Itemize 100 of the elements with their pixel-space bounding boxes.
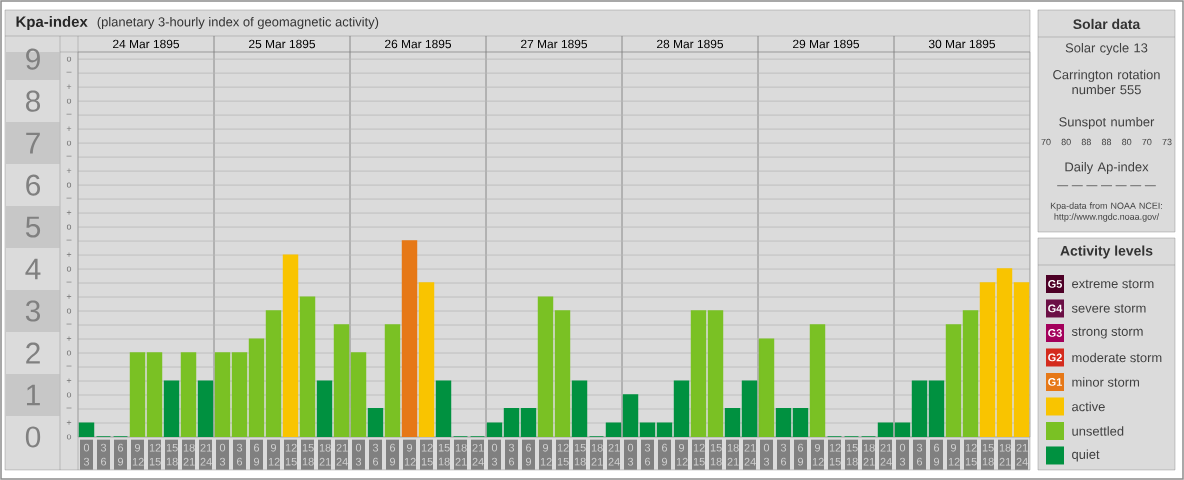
x-tick-label: 15 18 xyxy=(846,443,858,466)
text: 29 Mar 1895 xyxy=(793,39,860,49)
text: o xyxy=(66,56,72,62)
x-tick-label: 12 15 xyxy=(557,443,569,466)
text: moderate storm xyxy=(1072,352,1162,363)
x-tick-label: 0 3 xyxy=(83,443,90,466)
x-tick-label: 18 21 xyxy=(183,443,195,466)
x-tick-label: 21 24 xyxy=(608,443,620,466)
x-tick-label: 0 3 xyxy=(763,443,770,466)
chart-title: Kpa-index xyxy=(16,16,88,30)
x-tick-label: 21 24 xyxy=(472,443,484,466)
text: unsettled xyxy=(1072,426,1124,436)
x-tick-label: 6 9 xyxy=(933,443,940,466)
text: 26 Mar 1895 xyxy=(385,39,452,49)
text: Solar cycle 13 xyxy=(1065,42,1148,56)
x-tick-label: 9 12 xyxy=(812,443,824,466)
text: strong storm xyxy=(1071,327,1143,339)
x-tick-label: 6 9 xyxy=(389,443,396,466)
text: + xyxy=(66,168,72,173)
chart-subtitle: (planetary 3-hourly index of geomagnetic activity) xyxy=(97,16,379,30)
text: minor storm xyxy=(1072,377,1140,387)
text: + xyxy=(66,252,72,257)
text: Kpa-data from NOAA NCEI: http://www.ngdc.noaa.gov/ xyxy=(1050,202,1162,222)
x-tick-label: 3 6 xyxy=(100,443,107,466)
x-tick-label: 6 9 xyxy=(117,443,124,466)
x-tick-label: 3 6 xyxy=(916,443,923,466)
x-tick-label: 12 15 xyxy=(693,443,705,466)
category-label: G2 xyxy=(1048,353,1062,362)
x-tick-label: 15 18 xyxy=(710,443,722,466)
x-tick-label: 21 24 xyxy=(1016,443,1028,466)
text: extreme storm xyxy=(1072,279,1154,289)
text: severe storm xyxy=(1071,304,1146,313)
x-tick-label: 0 3 xyxy=(355,443,362,466)
text: Sunspot number xyxy=(1059,116,1155,130)
x-tick-label: 15 18 xyxy=(438,443,450,466)
x-tick-label: 12 15 xyxy=(421,443,433,466)
text: o xyxy=(66,392,72,398)
x-tick-label: 0 3 xyxy=(899,443,906,466)
x-tick-label: 9 12 xyxy=(404,443,416,466)
y-tick-label: 7 xyxy=(26,132,40,154)
text: – xyxy=(66,155,72,157)
y-tick-label: 9 xyxy=(26,48,40,70)
text: o xyxy=(66,182,72,188)
text: o xyxy=(66,140,72,146)
text: + xyxy=(66,126,72,131)
data-label: 88 xyxy=(1101,138,1112,146)
data-label: 73 xyxy=(1162,138,1172,146)
text: 30 Mar 1895 xyxy=(928,39,996,49)
text: – xyxy=(66,407,72,409)
text: Solar data xyxy=(1073,18,1141,30)
x-tick-label: 0 3 xyxy=(627,443,634,466)
x-tick-label: 15 18 xyxy=(166,443,178,466)
x-tick-label: 6 9 xyxy=(661,443,668,466)
text: o xyxy=(66,308,72,314)
text: – xyxy=(66,113,72,115)
text: + xyxy=(66,294,72,299)
data-label: 80 xyxy=(1122,138,1132,146)
text: o xyxy=(66,434,72,440)
y-tick-label: 8 xyxy=(26,90,41,112)
text: 25 Mar 1895 xyxy=(249,39,316,49)
x-tick-label: 9 12 xyxy=(132,443,144,466)
x-tick-label: 12 15 xyxy=(149,443,161,466)
x-tick-label: 3 6 xyxy=(372,443,379,466)
category-label: G1 xyxy=(1048,378,1062,386)
text: – xyxy=(66,239,72,241)
text: + xyxy=(66,210,72,215)
x-tick-label: 18 21 xyxy=(455,443,467,466)
x-tick-label: 21 24 xyxy=(880,443,892,466)
text: Carrington rotation number 555 xyxy=(1053,69,1160,95)
x-tick-label: 21 24 xyxy=(200,443,212,466)
x-tick-label: 9 12 xyxy=(268,443,280,466)
y-tick-label: 5 xyxy=(25,216,41,238)
x-tick-label: 6 9 xyxy=(253,443,260,466)
x-tick-label: 21 24 xyxy=(744,443,756,466)
x-tick-label: 18 21 xyxy=(999,443,1011,466)
x-tick-label: 0 3 xyxy=(491,443,498,466)
text: – xyxy=(66,323,72,325)
text: + xyxy=(66,84,72,89)
x-tick-label: 3 6 xyxy=(236,443,243,466)
x-tick-label: 18 21 xyxy=(863,443,875,466)
x-tick-label: 6 9 xyxy=(797,443,804,466)
text: active xyxy=(1072,401,1105,412)
y-tick-label: 1 xyxy=(26,384,40,406)
x-tick-label: 12 15 xyxy=(285,443,297,466)
x-tick-label: 9 12 xyxy=(948,443,960,466)
text: – xyxy=(66,281,72,283)
category-label: G3 xyxy=(1048,329,1062,337)
x-tick-label: 15 18 xyxy=(982,443,994,466)
x-tick-label: 12 15 xyxy=(829,443,841,466)
text: – xyxy=(66,365,72,367)
x-tick-label: 9 12 xyxy=(676,443,688,466)
text: quiet xyxy=(1072,449,1100,462)
category-label: G5 xyxy=(1048,280,1062,288)
text: – xyxy=(66,71,72,73)
text: 27 Mar 1895 xyxy=(521,39,588,49)
data-label: 70 xyxy=(1041,138,1051,146)
x-tick-label: 18 21 xyxy=(319,443,331,466)
y-tick-label: 4 xyxy=(25,258,41,280)
y-tick-label: 6 xyxy=(26,174,41,196)
text: – xyxy=(66,197,72,199)
